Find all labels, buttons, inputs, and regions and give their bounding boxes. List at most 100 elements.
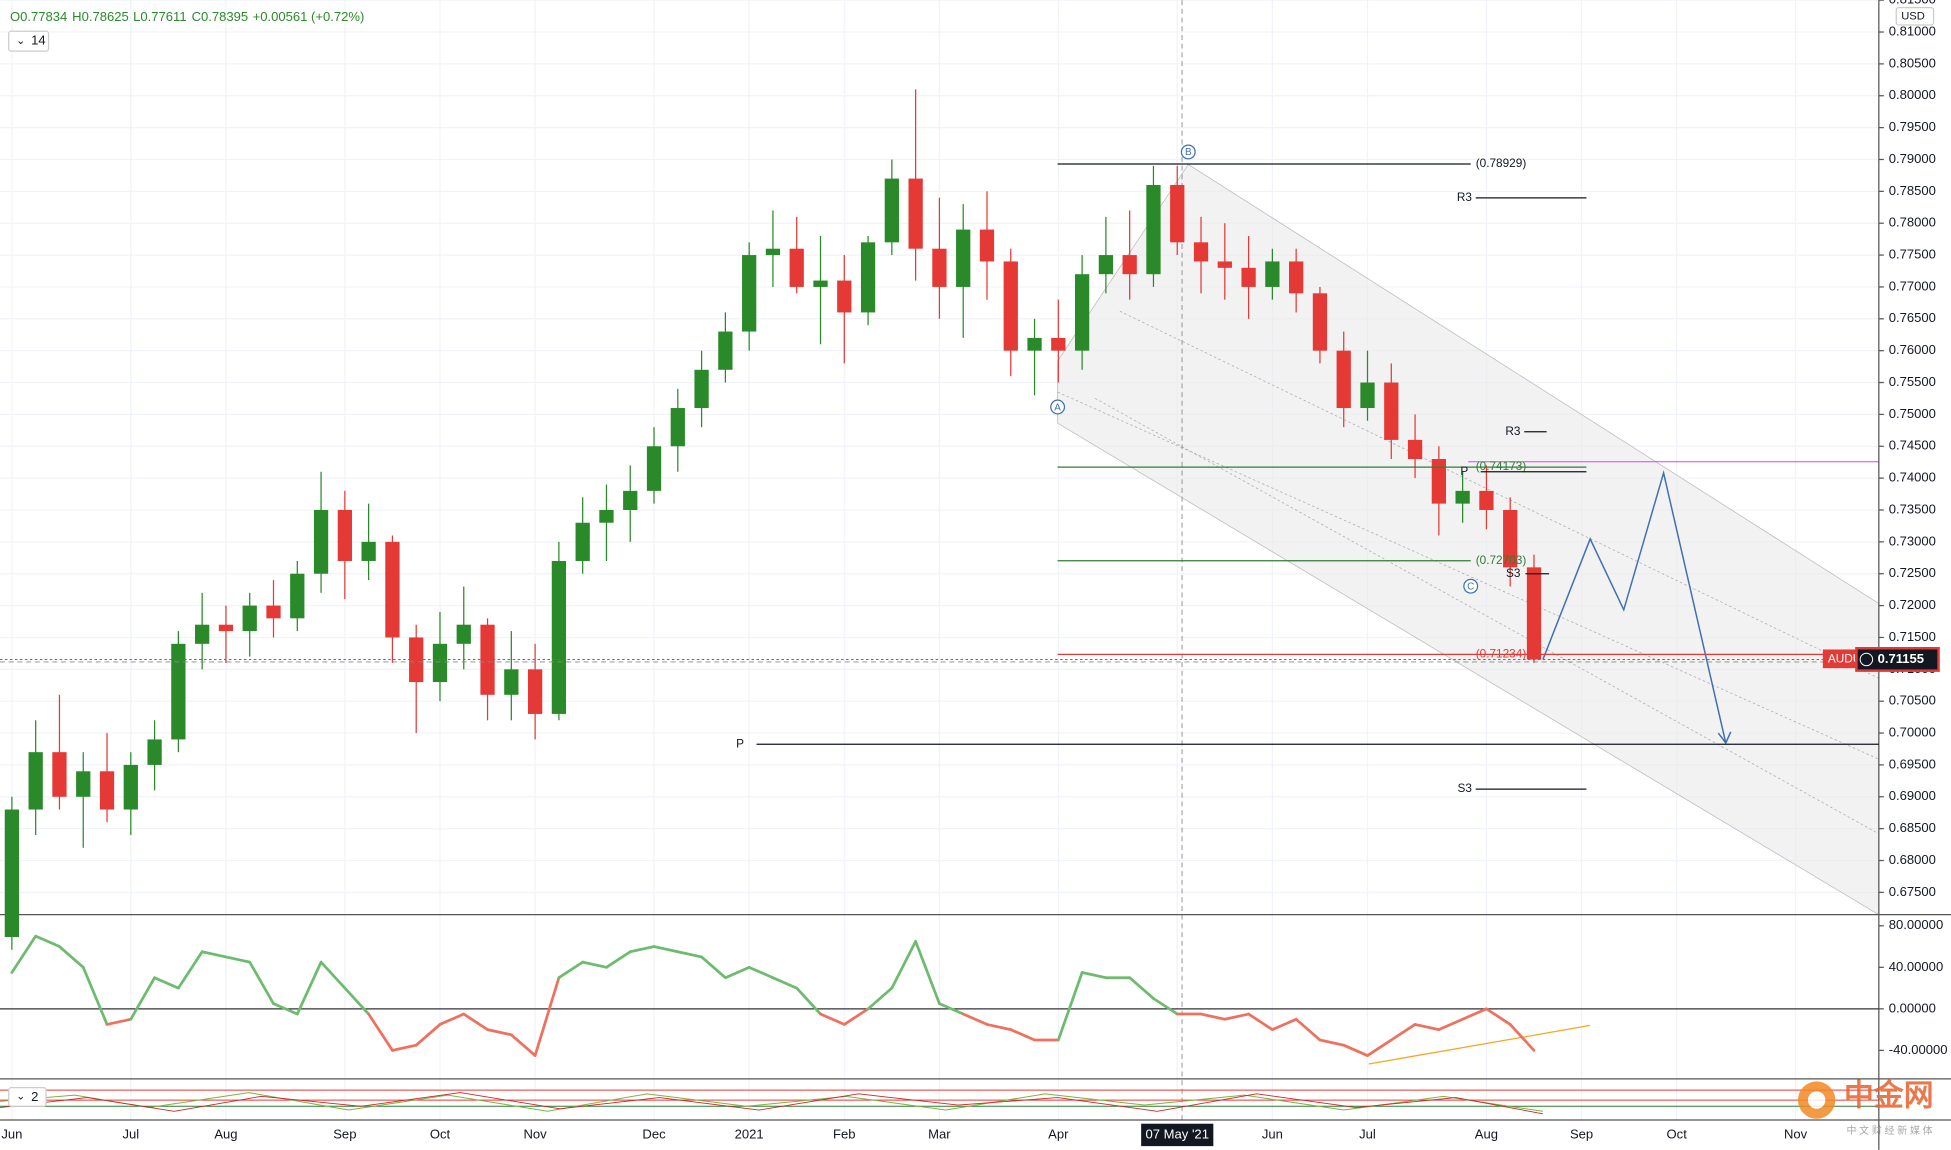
oscillator-segment bbox=[1366, 1038, 1393, 1057]
candle-body bbox=[718, 331, 733, 370]
y-tick-label: 0.67500 bbox=[1889, 884, 1936, 899]
wave-marker bbox=[1180, 144, 1196, 160]
interval-button[interactable] bbox=[8, 30, 50, 52]
oscillator-segment bbox=[533, 976, 561, 1057]
candle-body bbox=[361, 541, 376, 561]
price-tag-text: 0.71155 bbox=[1878, 651, 1924, 666]
candle-body bbox=[432, 643, 448, 683]
candle-body bbox=[551, 560, 567, 714]
x-tick-label: Jul bbox=[122, 1126, 139, 1141]
y-tick-label: 0.69000 bbox=[1889, 788, 1936, 803]
candle-body bbox=[1193, 242, 1209, 262]
candle-body bbox=[504, 669, 519, 695]
y-tick-label: 0.81000 bbox=[1889, 23, 1936, 38]
oscillator-segment bbox=[1152, 997, 1179, 1016]
oscillator-segment bbox=[295, 960, 323, 1016]
oscillator-segment bbox=[724, 965, 751, 980]
oscillator-segment bbox=[129, 976, 156, 1021]
oscillator-segment bbox=[652, 945, 680, 954]
indicator-wave bbox=[0, 1092, 1543, 1112]
y-tick-label: 0.77500 bbox=[1889, 247, 1936, 262]
y-tick-label: 0.68500 bbox=[1889, 820, 1936, 835]
candle-body bbox=[1241, 267, 1256, 287]
currency-button[interactable] bbox=[1895, 6, 1935, 26]
x-tick-label: Oct bbox=[430, 1126, 451, 1141]
x-tick-label: Sep bbox=[1570, 1126, 1593, 1141]
ohlc-change: +0.00561 (+0.72%) bbox=[253, 9, 365, 24]
oscillator-segment bbox=[272, 1002, 299, 1016]
level-label: S3 bbox=[1506, 566, 1521, 580]
indicator-button[interactable] bbox=[8, 1087, 47, 1107]
y-tick-label: 40.00000 bbox=[1889, 959, 1943, 974]
candle-body bbox=[1526, 567, 1542, 660]
y-tick-label: 0.75000 bbox=[1889, 406, 1936, 421]
candle-body bbox=[1503, 509, 1518, 568]
oscillator-segment bbox=[1485, 1007, 1512, 1026]
interval[interactable]: 14 bbox=[31, 33, 46, 48]
y-tick-label: 0.70500 bbox=[1889, 693, 1936, 708]
x-tick-label: Jun bbox=[1, 1126, 22, 1141]
y-tick-label: 0.78500 bbox=[1889, 183, 1936, 198]
candle-body bbox=[337, 509, 352, 561]
oscillator-segment bbox=[438, 1012, 466, 1026]
currency[interactable]: USD bbox=[1901, 10, 1925, 22]
y-tick-label: 0.77000 bbox=[1889, 278, 1936, 293]
oscillator-segment bbox=[1437, 1017, 1465, 1031]
candle-body bbox=[623, 490, 638, 510]
oscillator-segment bbox=[1508, 1023, 1536, 1052]
oscillator-segment bbox=[676, 950, 703, 959]
oscillator-segment bbox=[105, 1017, 133, 1026]
y-tick-label: 0.73000 bbox=[1889, 533, 1936, 548]
level-label: (0.72703) bbox=[1476, 553, 1527, 567]
wave-label: C bbox=[1467, 581, 1474, 592]
candle-body bbox=[1360, 382, 1375, 409]
candle-body bbox=[123, 764, 138, 810]
x-tick-label: Aug bbox=[1475, 1126, 1498, 1141]
oscillator-segment bbox=[58, 945, 85, 969]
oscillator-segment bbox=[842, 1007, 870, 1026]
y-tick-label: 0.75500 bbox=[1889, 374, 1936, 389]
y-tick-label: 0.79000 bbox=[1889, 151, 1936, 166]
y-tick-label: 0.74000 bbox=[1889, 470, 1936, 485]
level-label: R3 bbox=[1505, 424, 1521, 438]
oscillator-segment bbox=[557, 960, 585, 980]
oscillator-segment bbox=[961, 1012, 989, 1026]
y-tick-label: 0.78000 bbox=[1889, 215, 1936, 230]
candle-body bbox=[670, 408, 685, 447]
x-tick-label: 2021 bbox=[735, 1126, 764, 1141]
y-tick-label: 0.80500 bbox=[1889, 55, 1936, 70]
candle-body bbox=[884, 178, 899, 243]
candle-body bbox=[1407, 439, 1423, 460]
legend-header: O0.77834 H0.78625 L0.77611 C0.78395 +0.0… bbox=[8, 6, 1935, 1107]
oscillator-segment bbox=[81, 965, 109, 1026]
y-tick-label: 0.70000 bbox=[1889, 725, 1936, 740]
y-tick-label: 0.72500 bbox=[1889, 565, 1936, 580]
candle-body bbox=[290, 573, 305, 619]
candle-body bbox=[1217, 261, 1232, 268]
oscillator-segment bbox=[319, 960, 347, 990]
candle-body bbox=[1312, 293, 1328, 351]
chevron: ⌄ bbox=[16, 1090, 25, 1102]
candle-body bbox=[860, 242, 876, 313]
y-tick-label: 0.76500 bbox=[1889, 310, 1936, 325]
candle-body bbox=[1384, 382, 1399, 440]
candle-body bbox=[409, 637, 424, 683]
oscillator-segment bbox=[10, 934, 38, 974]
candle-body bbox=[837, 280, 852, 313]
candle-body bbox=[99, 771, 115, 810]
candle-body bbox=[646, 446, 662, 491]
candle-body bbox=[1265, 261, 1280, 287]
oscillator-segment bbox=[1128, 976, 1155, 1000]
oscillator-segment bbox=[628, 945, 656, 954]
y-tick-label: 0.74500 bbox=[1889, 438, 1936, 453]
x-tick-label: Apr bbox=[1048, 1126, 1069, 1141]
indicator-setting[interactable]: 2 bbox=[31, 1089, 38, 1104]
oscillator-segment bbox=[1247, 1012, 1274, 1031]
candle-body bbox=[1479, 490, 1494, 510]
oscillator-segment bbox=[248, 960, 275, 1006]
oscillator-segment bbox=[890, 939, 918, 990]
channel-midline bbox=[1057, 391, 1879, 760]
candle-body bbox=[1003, 261, 1018, 351]
candle-body bbox=[765, 248, 781, 256]
candle-body bbox=[456, 624, 471, 644]
